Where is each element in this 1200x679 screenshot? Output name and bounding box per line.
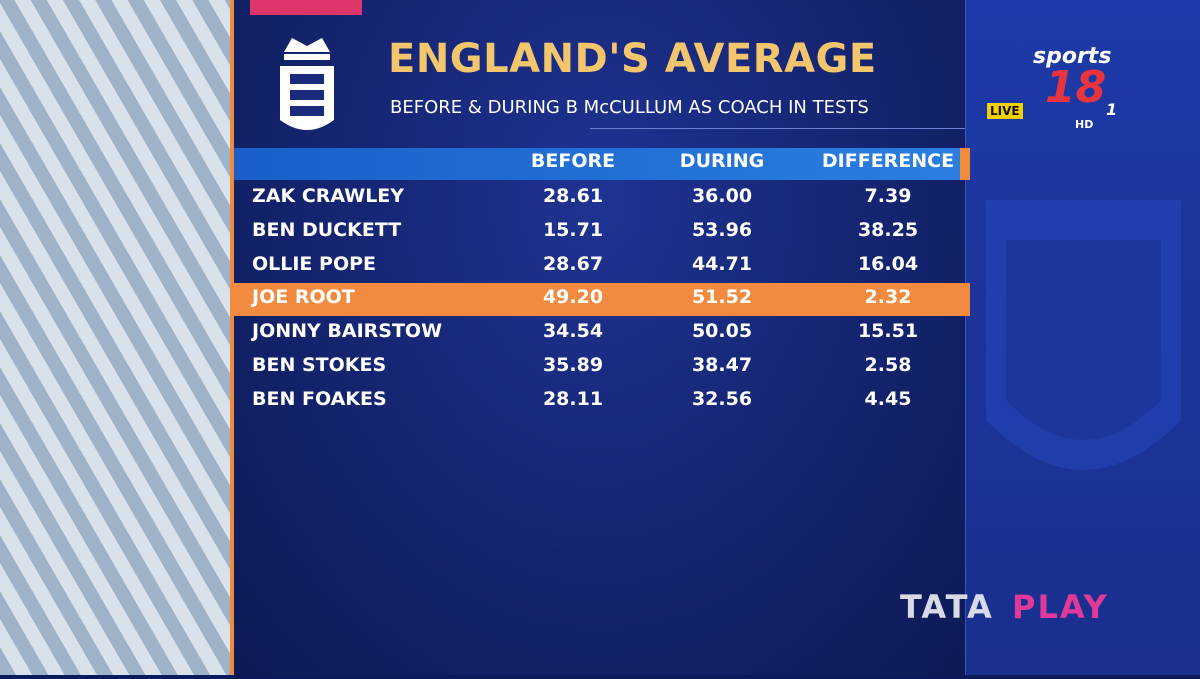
england-crest <box>280 38 334 130</box>
player-name: BEN STOKES <box>252 354 387 376</box>
player-name: OLLIE POPE <box>252 252 377 275</box>
stat-cell: 34.54 <box>542 320 604 343</box>
center-panel <box>234 0 965 675</box>
divider <box>230 0 234 675</box>
header-accent <box>960 148 970 180</box>
stat-cell: 15.51 <box>857 320 919 343</box>
player-name: JONNY BAIRSTOW <box>252 320 443 343</box>
stat-cell: 51.52 <box>691 286 753 309</box>
stat-cell: 7.39 <box>864 185 912 207</box>
left-panel <box>0 0 232 675</box>
player-name: BEN DUCKETT <box>252 218 402 241</box>
player-name: ZAK CRAWLEY <box>252 185 405 207</box>
subtitle: BEFORE & DURING B McCULLUM AS COACH IN T… <box>390 97 869 118</box>
stat-cell: 38.25 <box>857 218 919 241</box>
stat-cell: 32.56 <box>691 387 753 410</box>
stat-cell: 28.67 <box>542 252 604 275</box>
table-header <box>234 148 960 180</box>
sponsor-word: PLAY <box>1012 588 1109 626</box>
channel-number: 18 <box>1045 62 1107 113</box>
rule <box>590 128 965 129</box>
column-header: BEFORE <box>530 150 616 172</box>
crest-watermark <box>986 200 1181 470</box>
player-name: JOE ROOT <box>252 286 355 309</box>
row-highlight <box>234 283 970 317</box>
accent-bar <box>250 0 362 15</box>
channel-sub: 1 <box>1106 100 1118 119</box>
stat-cell: 4.45 <box>864 387 912 410</box>
stat-cell: 36.00 <box>691 185 753 207</box>
stat-cell: 44.71 <box>691 252 753 275</box>
stat-cell: 28.11 <box>542 387 604 410</box>
stat-cell: 53.96 <box>691 218 753 241</box>
player-name: BEN FOAKES <box>252 387 387 410</box>
stat-cell: 2.32 <box>864 286 912 309</box>
stat-cell: 50.05 <box>691 320 753 343</box>
stat-cell: 38.47 <box>691 354 753 376</box>
column-header: DIFFERENCE <box>821 150 955 172</box>
stat-cell: 35.89 <box>542 354 604 376</box>
column-header: DURING <box>679 150 765 172</box>
stat-cell: 49.20 <box>542 286 604 309</box>
stat-cell: 15.71 <box>542 218 604 241</box>
hd-badge: HD <box>1075 118 1094 131</box>
stat-cell: 2.58 <box>864 354 912 376</box>
sponsor-word: TATA <box>900 588 994 626</box>
live-badge: LIVE <box>987 103 1023 119</box>
channel-brand: sports <box>1033 44 1112 69</box>
title: ENGLAND'S AVERAGE <box>388 36 877 82</box>
stat-cell: 28.61 <box>542 185 604 207</box>
right-panel <box>965 0 1200 675</box>
stat-cell: 16.04 <box>857 252 919 275</box>
